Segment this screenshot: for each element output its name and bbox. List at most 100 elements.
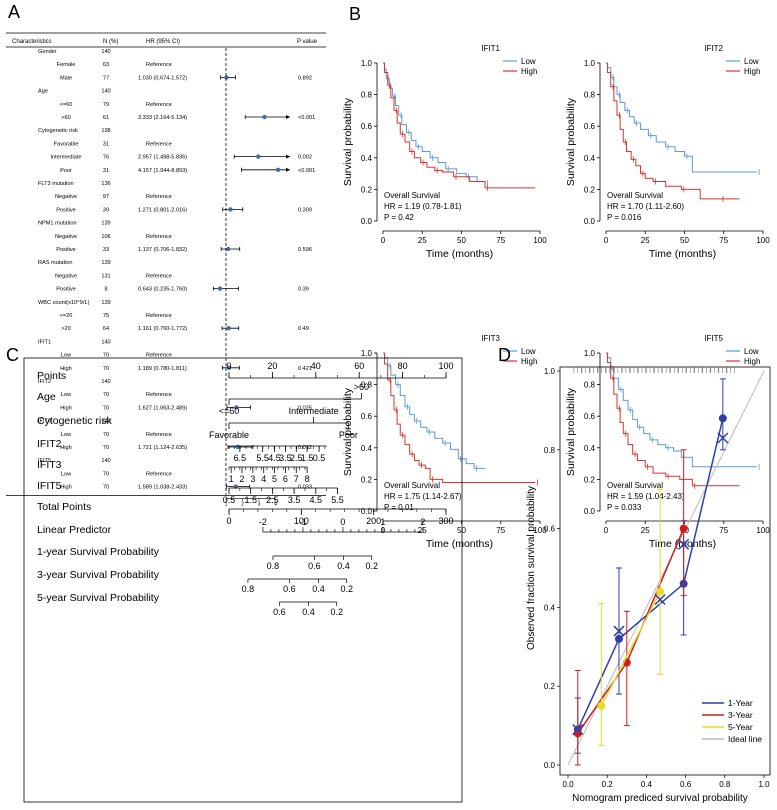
km-y-tick-label: 0.0 — [584, 507, 596, 516]
forest-x-tick-label: 1 — [225, 502, 228, 508]
nomogram-tick-label: 3.5 — [279, 453, 292, 463]
nomogram-row-label: Age — [37, 391, 56, 403]
km-legend-title: IFIT2 — [704, 44, 723, 53]
km-curve-low — [606, 62, 757, 173]
km-x-tick-label: 25 — [418, 236, 427, 245]
forest-row-n: 140 — [101, 379, 110, 385]
nomogram-tick-label: 2 — [240, 474, 245, 484]
forest-row-hr: Reference — [146, 313, 172, 319]
forest-row-hr: 2.957 (1.498-5.836) — [138, 155, 187, 161]
km-x-label: Time (months) — [649, 248, 716, 260]
forest-point — [256, 154, 261, 159]
forest-row-label: Age — [38, 89, 48, 95]
forest-row-n: 70 — [103, 366, 109, 372]
nomogram-tick-label: 4.5 — [310, 495, 323, 505]
nomogram-tick-label: 5 — [272, 474, 277, 484]
nomogram-tick-label: 0.8 — [267, 561, 280, 571]
km-y-tick-label: 0.4 — [361, 154, 373, 163]
km-stats-p: P = 0.033 — [607, 503, 642, 512]
km-stats-hr: HR = 1.59 (1.04-2.43) — [607, 492, 685, 501]
km-legend-high: High — [744, 357, 760, 366]
nomogram-tick-label: -2 — [259, 517, 267, 527]
forest-x-tick-label: 3 — [258, 502, 261, 508]
km-y-tick-label: 1.0 — [584, 59, 596, 68]
col-characteristics: Characteristics — [12, 39, 52, 45]
nomogram-tick-label: 0.6 — [273, 607, 286, 617]
nomogram-tick-label: 0.4 — [302, 607, 315, 617]
km-y-tick-label: 0.2 — [361, 475, 373, 484]
nomogram-tick-label: 80 — [398, 361, 408, 371]
nomogram-row-label: IFIT2 — [37, 438, 62, 450]
km-y-tick-label: 0.2 — [584, 185, 596, 194]
forest-row-label: Female — [57, 62, 76, 68]
forest-row-n: 61 — [103, 115, 109, 121]
km-stats-p: P = 0.42 — [384, 213, 414, 222]
calib-cross-marker — [613, 625, 625, 637]
nomogram-tick-label: 0.2 — [330, 607, 343, 617]
forest-row-n: 139 — [101, 221, 110, 227]
km-y-tick-label: 0.4 — [584, 154, 596, 163]
forest-row-p: 0.025 — [298, 405, 312, 411]
calib-point — [614, 634, 623, 643]
nomogram-tick-label: Intermediate — [289, 406, 339, 416]
km-legend-low: Low — [521, 57, 536, 66]
forest-row-p: 0.002 — [298, 155, 312, 161]
calib-series-line — [577, 528, 685, 734]
forest-row-label: High — [60, 445, 72, 451]
km-legend-high: High — [521, 67, 537, 76]
nomogram-tick-label: 1.5 — [244, 495, 257, 505]
km-legend-title: IFIT1 — [481, 44, 500, 53]
km-x-label: Time (months) — [426, 538, 493, 550]
forest-row-label: Positive — [56, 247, 76, 253]
forest-row-n: 64 — [103, 326, 109, 332]
forest-row-hr: 0.643 (0.235-1.760) — [138, 287, 187, 293]
km-x-tick-label: 75 — [496, 236, 505, 245]
forest-row-hr: Reference — [146, 392, 172, 398]
forest-row-n: 70 — [103, 485, 109, 491]
forest-row-label: Low — [61, 392, 72, 398]
col-n: N (%) — [103, 39, 118, 45]
forest-point — [228, 207, 233, 212]
forest-row-n: 97 — [103, 194, 109, 200]
forest-row-n: 140 — [101, 458, 110, 464]
km-x-tick-label: 0 — [381, 236, 386, 245]
forest-row-p: 0.892 — [298, 75, 312, 81]
calib-series-3-year — [573, 449, 688, 766]
nomogram-row-label: 3-year Survival Probability — [37, 569, 160, 581]
nomogram-row-age: Age <=60 >60 — [37, 382, 369, 416]
forest-row-n: 139 — [101, 300, 110, 306]
forest-row-label: IFIT2 — [38, 379, 51, 385]
nomogram-tick-label: -1 — [299, 517, 307, 527]
forest-row-n: 39 — [103, 207, 109, 213]
nomogram-row-linear-predictor: Linear Predictor -2 -1 0 1 2 — [37, 517, 425, 536]
forest-row-n: 70 — [103, 405, 109, 411]
nomogram-row-ifit5: IFIT5 0.5 1.5 2.5 3.5 4.5 5.5 — [37, 480, 344, 505]
nomogram-row-label: IFIT5 — [37, 480, 62, 492]
forest-row-hr: 1.030 (0.674-1.572) — [138, 75, 187, 81]
nomogram-row-points: Points 0 20 40 60 80 100 — [37, 361, 454, 382]
nomogram-row-cytogenetic-risk: Cytogenetic risk Favorable Intermediate Poo… — [37, 406, 358, 440]
forest-row-hr: 1.589 (1.038-2.433) — [138, 485, 187, 491]
nomogram-tick-label: 8 — [305, 474, 310, 484]
km-stats-p: P = 0.01 — [384, 503, 414, 512]
nomogram-tick-label: 40 — [311, 361, 321, 371]
nomogram-row-label: Points — [37, 370, 66, 382]
forest-row-n: 70 — [103, 445, 109, 451]
nomogram-tick-label: 0 — [226, 516, 231, 526]
forest-row-n: 140 — [101, 49, 110, 55]
forest-row-n: 31 — [103, 141, 109, 147]
km-x-tick-label: 100 — [756, 236, 770, 245]
km-y-tick-label: 0.8 — [584, 91, 596, 100]
km-plot-ifit2: 0.0 0.2 0.4 0.6 0.8 1.0 0 25 50 75 100 Time (months… — [565, 44, 770, 260]
calib-cross-marker — [717, 432, 729, 444]
forest-row-n: 33 — [103, 247, 109, 253]
nomogram-tick-label: 20 — [267, 361, 277, 371]
nomogram-tick-label: 1 — [229, 474, 234, 484]
forest-row-hr: Reference — [146, 471, 172, 477]
forest-row-p: 0.39 — [298, 287, 309, 293]
km-x-tick-label: 25 — [641, 236, 650, 245]
forest-row-n: 138 — [101, 128, 110, 134]
